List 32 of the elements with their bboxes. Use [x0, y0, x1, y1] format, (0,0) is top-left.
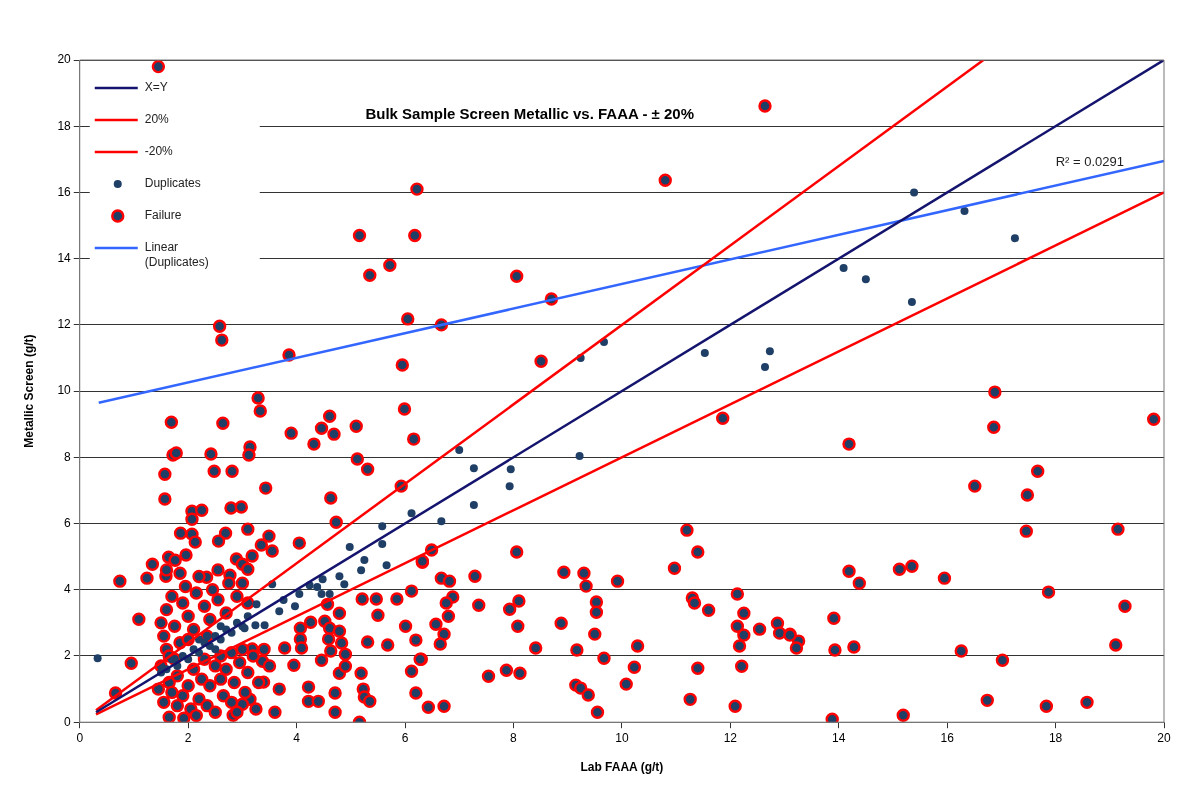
- x-tick-label: 14: [832, 730, 846, 745]
- legend-label: X=Y: [144, 80, 168, 95]
- y-tick-label: 6: [64, 515, 72, 530]
- y-tick-label: 14: [57, 250, 72, 265]
- x-tick-label: 16: [940, 730, 955, 745]
- y-tick-label: 12: [57, 317, 72, 332]
- y-tick-label: 2: [64, 648, 72, 663]
- y-tick-label: 0: [64, 714, 72, 729]
- x-tick-label: 2: [184, 730, 192, 745]
- x-tick-label: 8: [510, 730, 518, 745]
- y-axis-title: Metallic Screen (g/t): [21, 334, 36, 448]
- legend-label: Failure: [144, 208, 182, 223]
- x-axis-title: Lab FAAA (g/t): [580, 760, 664, 775]
- x-tick-label: 6: [401, 730, 409, 745]
- x-tick-label: 4: [293, 730, 301, 745]
- text: Bulk Sample Screen Metallic vs. FAAA - ± 20%: [365, 105, 695, 123]
- y-tick-label: 10: [57, 383, 72, 398]
- x-tick-label: 18: [1048, 730, 1063, 745]
- legend-label: 20%: [144, 112, 170, 127]
- y-tick-label: 4: [64, 582, 72, 597]
- y-tick-label: 20: [57, 52, 72, 67]
- x-tick-label: 0: [76, 730, 84, 745]
- legend-label: Duplicates: [144, 176, 201, 191]
- legend-label: -20%: [144, 144, 174, 159]
- annotation: R² = 0.0291: [1055, 154, 1124, 170]
- legend-label: Linear (Duplicates): [144, 240, 209, 270]
- y-tick-label: 18: [57, 118, 72, 133]
- y-tick-label: 16: [57, 184, 72, 199]
- x-tick-label: 20: [1157, 730, 1171, 745]
- y-tick-label: 8: [64, 449, 72, 464]
- x-tick-label: 12: [723, 730, 738, 745]
- x-tick-label: 10: [615, 730, 629, 745]
